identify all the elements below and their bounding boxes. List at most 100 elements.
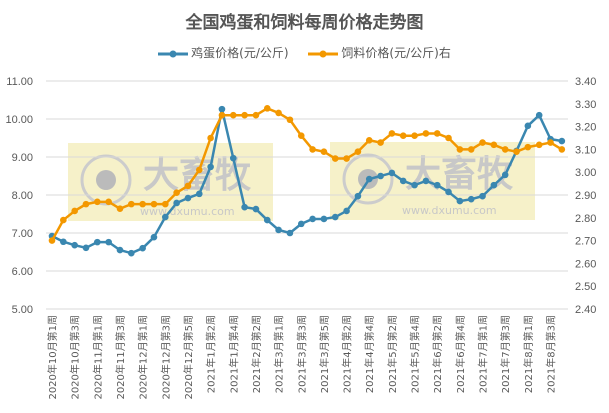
data-point-egg bbox=[433, 181, 441, 189]
series-line-feed bbox=[50, 107, 563, 242]
watermark-url: www.dxumu.com bbox=[402, 204, 497, 217]
data-point-feed bbox=[365, 136, 373, 144]
data-point-egg bbox=[331, 213, 339, 221]
y-right-tick-label: 2.60 bbox=[575, 258, 596, 270]
data-point-egg bbox=[94, 238, 101, 246]
x-tick-label: 2020年10月第3周 bbox=[69, 315, 82, 400]
data-point-feed bbox=[524, 143, 532, 151]
data-point-egg bbox=[365, 175, 373, 183]
x-tick-label: 2021年3月第5周 bbox=[318, 315, 331, 393]
data-point-feed bbox=[218, 111, 226, 119]
y-left-tick-label: 9.00 bbox=[12, 152, 33, 164]
data-point-feed bbox=[297, 132, 305, 140]
data-point-egg bbox=[535, 111, 543, 119]
data-point-feed bbox=[513, 148, 520, 155]
series-line-egg bbox=[51, 107, 563, 255]
y-left-tick-label: 6.00 bbox=[12, 266, 33, 278]
data-point-feed bbox=[82, 200, 90, 208]
data-point-egg bbox=[479, 192, 486, 200]
watermark-logo bbox=[342, 153, 394, 205]
x-tick-label: 2021年5月第4周 bbox=[409, 315, 422, 393]
y-right-tick-label: 3.40 bbox=[575, 76, 596, 88]
data-point-egg bbox=[229, 154, 237, 162]
data-point-feed bbox=[162, 200, 169, 208]
data-point-egg bbox=[218, 105, 226, 113]
y-right-tick-label: 2.50 bbox=[575, 281, 596, 293]
watermark-text: 大畜牧 bbox=[143, 155, 252, 196]
data-point-egg bbox=[116, 246, 124, 254]
data-point-feed bbox=[467, 146, 475, 153]
data-point-feed bbox=[422, 130, 430, 137]
data-point-feed bbox=[320, 148, 328, 155]
data-point-feed bbox=[558, 146, 566, 153]
data-point-egg bbox=[558, 137, 566, 145]
data-point-feed bbox=[479, 139, 486, 146]
x-tick-label: 2020年11月第1周 bbox=[91, 315, 104, 400]
data-point-feed bbox=[229, 111, 237, 119]
y-right-tick-label: 3.30 bbox=[575, 99, 596, 111]
data-point-feed bbox=[263, 105, 271, 112]
data-point-feed bbox=[195, 166, 203, 174]
y-right-tick-label: 3.10 bbox=[575, 144, 596, 156]
x-tick-label: 2021年6月第4周 bbox=[454, 315, 467, 393]
x-tick-label: 2021年5月第2周 bbox=[386, 315, 399, 393]
y-right-tick-label: 3.20 bbox=[575, 122, 596, 134]
x-tick-label: 2021年7月第3周 bbox=[499, 315, 512, 393]
chart-title: 全国鸡蛋和饲料每周价格走势图 bbox=[185, 13, 424, 33]
data-point-egg bbox=[184, 194, 192, 202]
data-point-feed bbox=[116, 205, 124, 212]
x-tick-label: 2020年12月第3周 bbox=[159, 315, 172, 400]
data-point-egg bbox=[162, 213, 169, 221]
data-point-feed bbox=[252, 111, 260, 119]
data-point-egg bbox=[456, 197, 464, 205]
data-point-feed bbox=[184, 182, 192, 190]
data-point-egg bbox=[388, 169, 396, 177]
data-point-feed bbox=[501, 146, 509, 153]
data-point-feed bbox=[94, 198, 101, 206]
data-point-feed bbox=[241, 111, 248, 119]
watermark: 大畜牧 www.dxumu.com bbox=[330, 142, 535, 220]
y-left-tick-label: 8.00 bbox=[12, 190, 33, 202]
data-point-egg bbox=[252, 205, 260, 213]
legend-item-egg: 鸡蛋价格(元/公斤) bbox=[158, 44, 289, 61]
data-point-egg bbox=[467, 195, 475, 203]
data-point-feed bbox=[547, 139, 554, 146]
data-point-feed bbox=[139, 200, 146, 208]
x-tick-label: 2021年7月第1周 bbox=[477, 315, 490, 393]
legend-label-feed: 饲料价格(元/公斤)右 bbox=[341, 46, 451, 60]
data-point-feed bbox=[399, 132, 407, 140]
y-right-tick-label: 2.90 bbox=[575, 190, 596, 202]
y-right-tick-label: 2.70 bbox=[575, 236, 596, 248]
x-tick-label: 2020年10月第1周 bbox=[46, 315, 59, 400]
data-point-feed bbox=[207, 134, 214, 142]
x-tick-label: 2021年3月第1周 bbox=[273, 315, 286, 393]
data-point-egg bbox=[275, 226, 282, 234]
legend-item-feed: 饲料价格(元/公斤)右 bbox=[308, 44, 451, 61]
data-point-egg bbox=[207, 163, 214, 171]
y-right-tick-label: 3.00 bbox=[575, 167, 596, 179]
data-point-egg bbox=[399, 177, 407, 185]
data-point-feed bbox=[456, 146, 464, 153]
data-point-egg bbox=[445, 188, 452, 196]
data-point-egg bbox=[354, 192, 362, 200]
x-tick-label: 2021年8月第1周 bbox=[522, 315, 535, 393]
watermark-text: 大畜牧 bbox=[405, 154, 514, 195]
data-point-feed bbox=[309, 146, 316, 153]
data-point-feed bbox=[445, 134, 452, 142]
x-tick-label: 2021年8月第3周 bbox=[545, 315, 558, 393]
watermark-logo-dot bbox=[96, 170, 116, 190]
data-point-egg bbox=[309, 215, 316, 223]
data-point-egg bbox=[343, 207, 350, 215]
y-right-tick-label: 2.80 bbox=[575, 213, 596, 225]
x-tick-label: 2020年12月第1周 bbox=[137, 315, 150, 400]
x-tick-label: 2020年12月第5周 bbox=[182, 315, 195, 400]
data-point-egg bbox=[297, 220, 305, 228]
data-point-egg bbox=[150, 233, 158, 241]
data-point-egg bbox=[139, 244, 146, 252]
data-point-egg bbox=[195, 190, 203, 198]
data-point-egg bbox=[377, 172, 384, 180]
x-tick-label: 2021年4月第2周 bbox=[341, 315, 354, 393]
y-left-tick-label: 7.00 bbox=[12, 228, 33, 240]
data-point-feed bbox=[354, 148, 362, 155]
x-tick-label: 2021年2月第2周 bbox=[250, 315, 263, 393]
